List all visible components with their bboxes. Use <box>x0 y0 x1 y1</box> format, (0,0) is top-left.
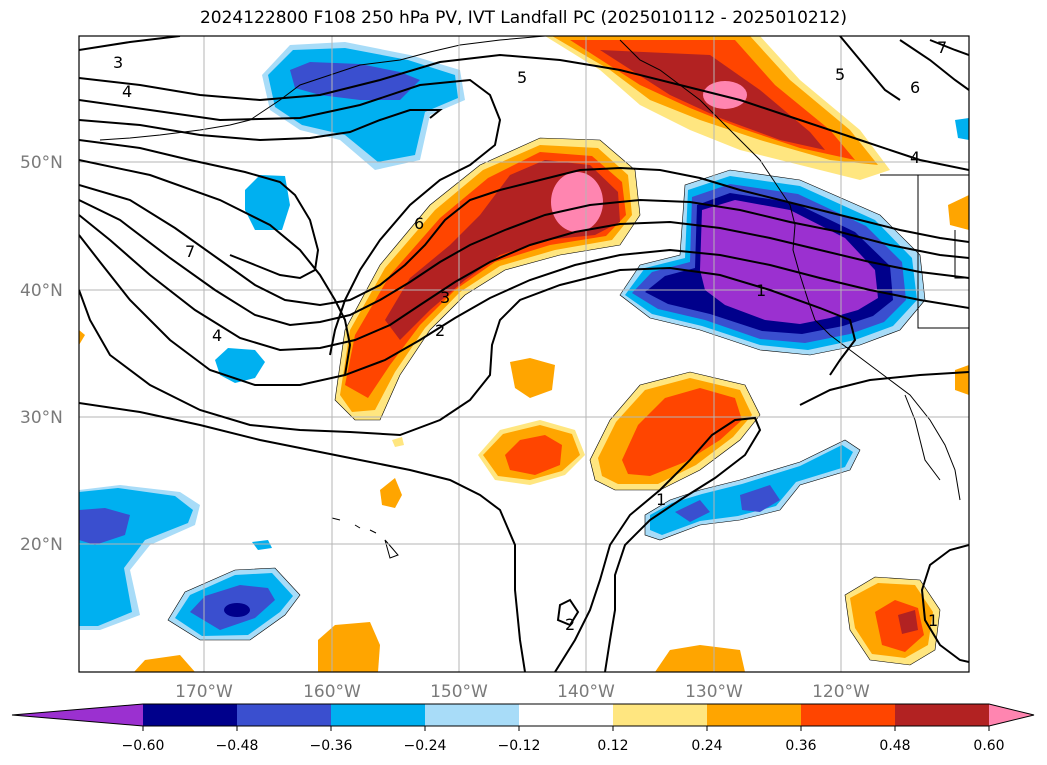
lat-label: 20°N <box>20 535 63 555</box>
contour-label: 6 <box>414 214 424 233</box>
contour-label: 5 <box>835 65 845 84</box>
colorbar-tick-label: −0.36 <box>310 738 353 754</box>
colorbar-tick-label: −0.48 <box>216 738 259 754</box>
graticule <box>79 36 969 672</box>
contour-label: 1 <box>928 611 938 630</box>
lon-label: 150°W <box>430 682 488 702</box>
colorbar-segment <box>613 704 708 726</box>
lon-label: 160°W <box>303 682 361 702</box>
colorbar-segment <box>143 704 238 726</box>
latitude-labels: 50°N 40°N 30°N 20°N <box>20 153 63 555</box>
negative-blob-1 <box>245 175 290 230</box>
longitude-labels: 170°W 160°W 150°W 140°W 130°W 120°W <box>175 682 870 702</box>
negative-blob-2 <box>215 348 265 383</box>
lon-label: 120°W <box>812 682 870 702</box>
lon-label: 170°W <box>175 682 233 702</box>
contour-label: 3 <box>440 288 450 307</box>
contour-label: 6 <box>910 78 920 97</box>
contour-label: 7 <box>937 38 947 57</box>
lon-label: 140°W <box>557 682 615 702</box>
colorbar-segment <box>425 704 520 726</box>
contour-label: 2 <box>435 321 445 340</box>
colorbar-segment <box>331 704 426 726</box>
negative-anomaly-central-south <box>645 440 860 540</box>
colorbar-tick-label: 0.12 <box>597 738 628 754</box>
colorbar-segment <box>707 704 802 726</box>
contour-label: 2 <box>565 615 575 634</box>
map-frame <box>78 35 970 673</box>
contour-label: 1 <box>756 281 766 300</box>
colorbar-segment <box>895 704 990 726</box>
negative-blob-3 <box>955 118 969 140</box>
negative-anomaly-sw <box>79 485 200 630</box>
colorbar-tick-label: 0.48 <box>879 738 910 754</box>
contour-label: 4 <box>212 326 222 345</box>
lat-label: 30°N <box>20 408 63 428</box>
contour-labels: 3 4 7 4 6 3 2 5 5 6 4 7 1 1 2 1 <box>113 38 947 634</box>
lat-label: 40°N <box>20 281 63 301</box>
colorbar-tick-label: −0.12 <box>498 738 541 754</box>
colorbar-segment <box>519 704 614 726</box>
colorbar-tick-label: −0.24 <box>404 738 447 754</box>
contour-label: 5 <box>517 68 527 87</box>
pc-fill-layer: 3 4 7 4 6 3 2 5 5 6 4 7 1 1 2 1 <box>79 36 969 672</box>
colorbar-tick-label: 0.36 <box>785 738 816 754</box>
fill-outlines <box>167 137 941 666</box>
map-title: 2024122800 F108 250 hPa PV, IVT Landfall… <box>199 8 847 28</box>
coastlines <box>99 36 969 559</box>
contour-label: 4 <box>122 82 132 101</box>
colorbar-extend-min <box>12 704 143 726</box>
colorbar-tick-label: 0.24 <box>691 738 722 754</box>
contour-label: 1 <box>656 490 666 509</box>
negative-anomaly-south <box>168 568 300 640</box>
colorbar-segment <box>801 704 896 726</box>
colorbar-extend-max <box>989 704 1034 726</box>
contour-label: 7 <box>185 242 195 261</box>
colorbar-tick-label: 0.60 <box>973 738 1004 754</box>
contour-label: 3 <box>113 53 123 72</box>
colorbar-segment <box>237 704 332 726</box>
pv-contours <box>79 36 969 672</box>
colorbar: −0.60 −0.48 −0.36 −0.24 −0.12 0.12 0.24 0.36 0.4… <box>11 703 1035 754</box>
negative-anomaly-east <box>620 170 925 355</box>
contour-label: 4 <box>910 148 920 167</box>
negative-blob-4 <box>252 540 272 550</box>
colorbar-tick-label: −0.60 <box>122 738 165 754</box>
lon-label: 130°W <box>685 682 743 702</box>
lat-label: 50°N <box>20 153 63 173</box>
